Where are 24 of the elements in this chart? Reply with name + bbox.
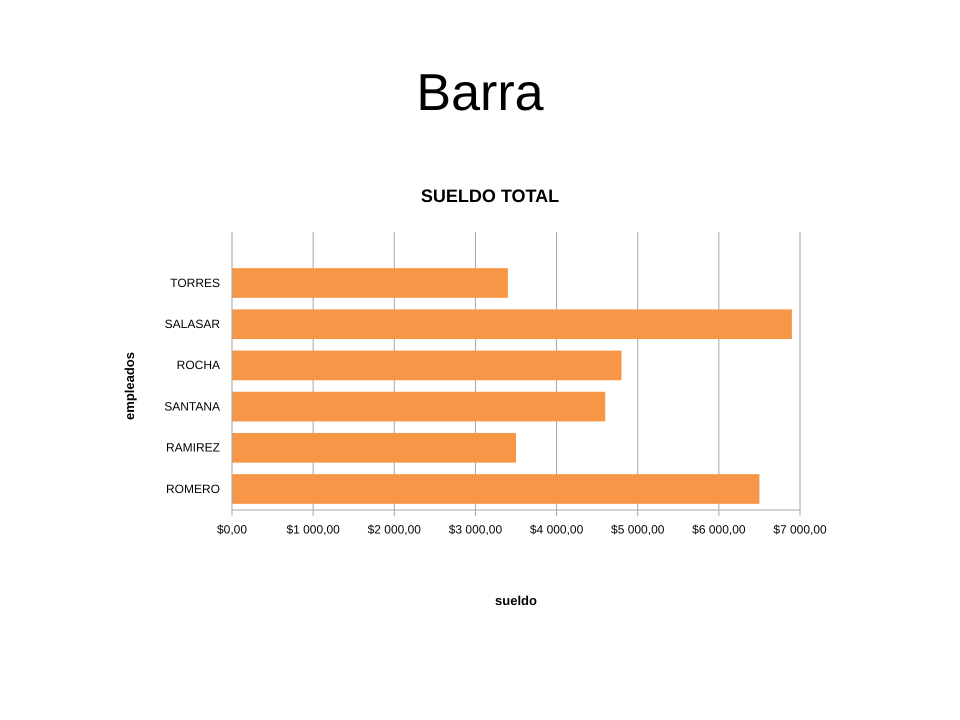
y-tick-label: ROMERO [166,482,220,496]
y-axis-title: empleados [122,352,137,420]
bar [232,432,516,463]
x-tick-label: $2 000,00 [368,522,422,536]
chart-title: Barra [416,64,544,122]
x-tick-label: $5 000,00 [611,522,665,536]
x-tick-label: $3 000,00 [448,522,502,536]
chart-subtitle: SUELDO TOTAL [420,186,560,206]
y-tick-label: SALASAR [164,317,220,332]
x-tick-label: $1 000,00 [286,522,340,536]
bar [232,268,508,298]
y-tick-label: ROCHA [176,358,220,372]
bar [232,392,606,422]
x-tick-label: $0,00 [216,522,248,536]
x-tick-label: $4 000,00 [530,522,584,536]
bar [232,309,792,340]
x-tick-label: $7 000,00 [773,522,828,536]
bar [232,474,760,504]
y-tick-label: SANTANA [164,399,220,414]
x-axis-title: sueldo [495,593,537,608]
y-tick-label: TORRES [170,276,220,290]
x-tick-label: $6 000,00 [692,522,746,536]
bar [232,350,622,380]
y-tick-label: RAMIREZ [166,440,220,455]
